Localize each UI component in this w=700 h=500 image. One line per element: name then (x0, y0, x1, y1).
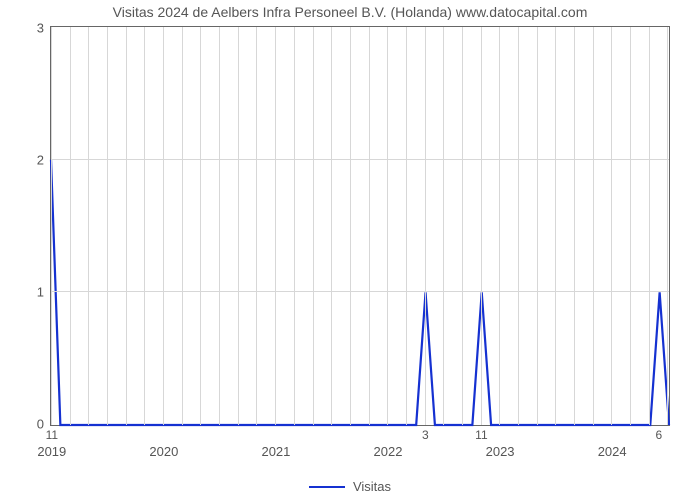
gridline-vertical (163, 27, 164, 425)
gridline-vertical (518, 27, 519, 425)
gridline-vertical (350, 27, 351, 425)
gridline-vertical (630, 27, 631, 425)
x-tick-major-label: 2022 (374, 444, 403, 459)
legend: Visitas (0, 479, 700, 494)
chart-container: Visitas 2024 de Aelbers Infra Personeel … (0, 0, 700, 500)
gridline-vertical (555, 27, 556, 425)
gridline-vertical (611, 27, 612, 425)
x-tick-major-label: 2020 (149, 444, 178, 459)
gridline-vertical (387, 27, 388, 425)
gridline-vertical (88, 27, 89, 425)
gridline-vertical (443, 27, 444, 425)
gridline-vertical (70, 27, 71, 425)
gridline-horizontal (51, 291, 669, 292)
gridline-vertical (462, 27, 463, 425)
gridline-vertical (294, 27, 295, 425)
gridline-vertical (593, 27, 594, 425)
x-tick-major-label: 2021 (261, 444, 290, 459)
gridline-vertical (369, 27, 370, 425)
gridline-vertical (574, 27, 575, 425)
gridline-vertical (406, 27, 407, 425)
gridline-vertical (649, 27, 650, 425)
y-tick-label: 0 (4, 417, 44, 432)
gridline-vertical (313, 27, 314, 425)
x-tick-minor-label: 11 (46, 428, 58, 442)
gridline-vertical (256, 27, 257, 425)
gridline-vertical (275, 27, 276, 425)
gridline-vertical (107, 27, 108, 425)
x-tick-minor-label: 11 (475, 428, 487, 442)
legend-swatch (309, 486, 345, 488)
gridline-vertical (499, 27, 500, 425)
x-tick-minor-label: 3 (422, 428, 429, 442)
x-tick-minor-label: 6 (656, 428, 663, 442)
gridline-vertical (481, 27, 482, 425)
legend-label: Visitas (353, 479, 391, 494)
gridline-vertical (238, 27, 239, 425)
y-tick-label: 3 (4, 20, 44, 35)
gridline-vertical (667, 27, 668, 425)
gridline-vertical (126, 27, 127, 425)
gridline-vertical (425, 27, 426, 425)
plot-area (50, 26, 670, 426)
gridline-vertical (537, 27, 538, 425)
chart-title: Visitas 2024 de Aelbers Infra Personeel … (0, 4, 700, 20)
x-tick-major-label: 2024 (598, 444, 627, 459)
gridline-vertical (331, 27, 332, 425)
gridline-vertical (219, 27, 220, 425)
gridline-vertical (182, 27, 183, 425)
x-tick-major-label: 2023 (486, 444, 515, 459)
gridline-vertical (200, 27, 201, 425)
y-tick-label: 2 (4, 152, 44, 167)
x-tick-major-label: 2019 (37, 444, 66, 459)
gridline-vertical (51, 27, 52, 425)
gridline-horizontal (51, 159, 669, 160)
gridline-vertical (144, 27, 145, 425)
y-tick-label: 1 (4, 285, 44, 300)
